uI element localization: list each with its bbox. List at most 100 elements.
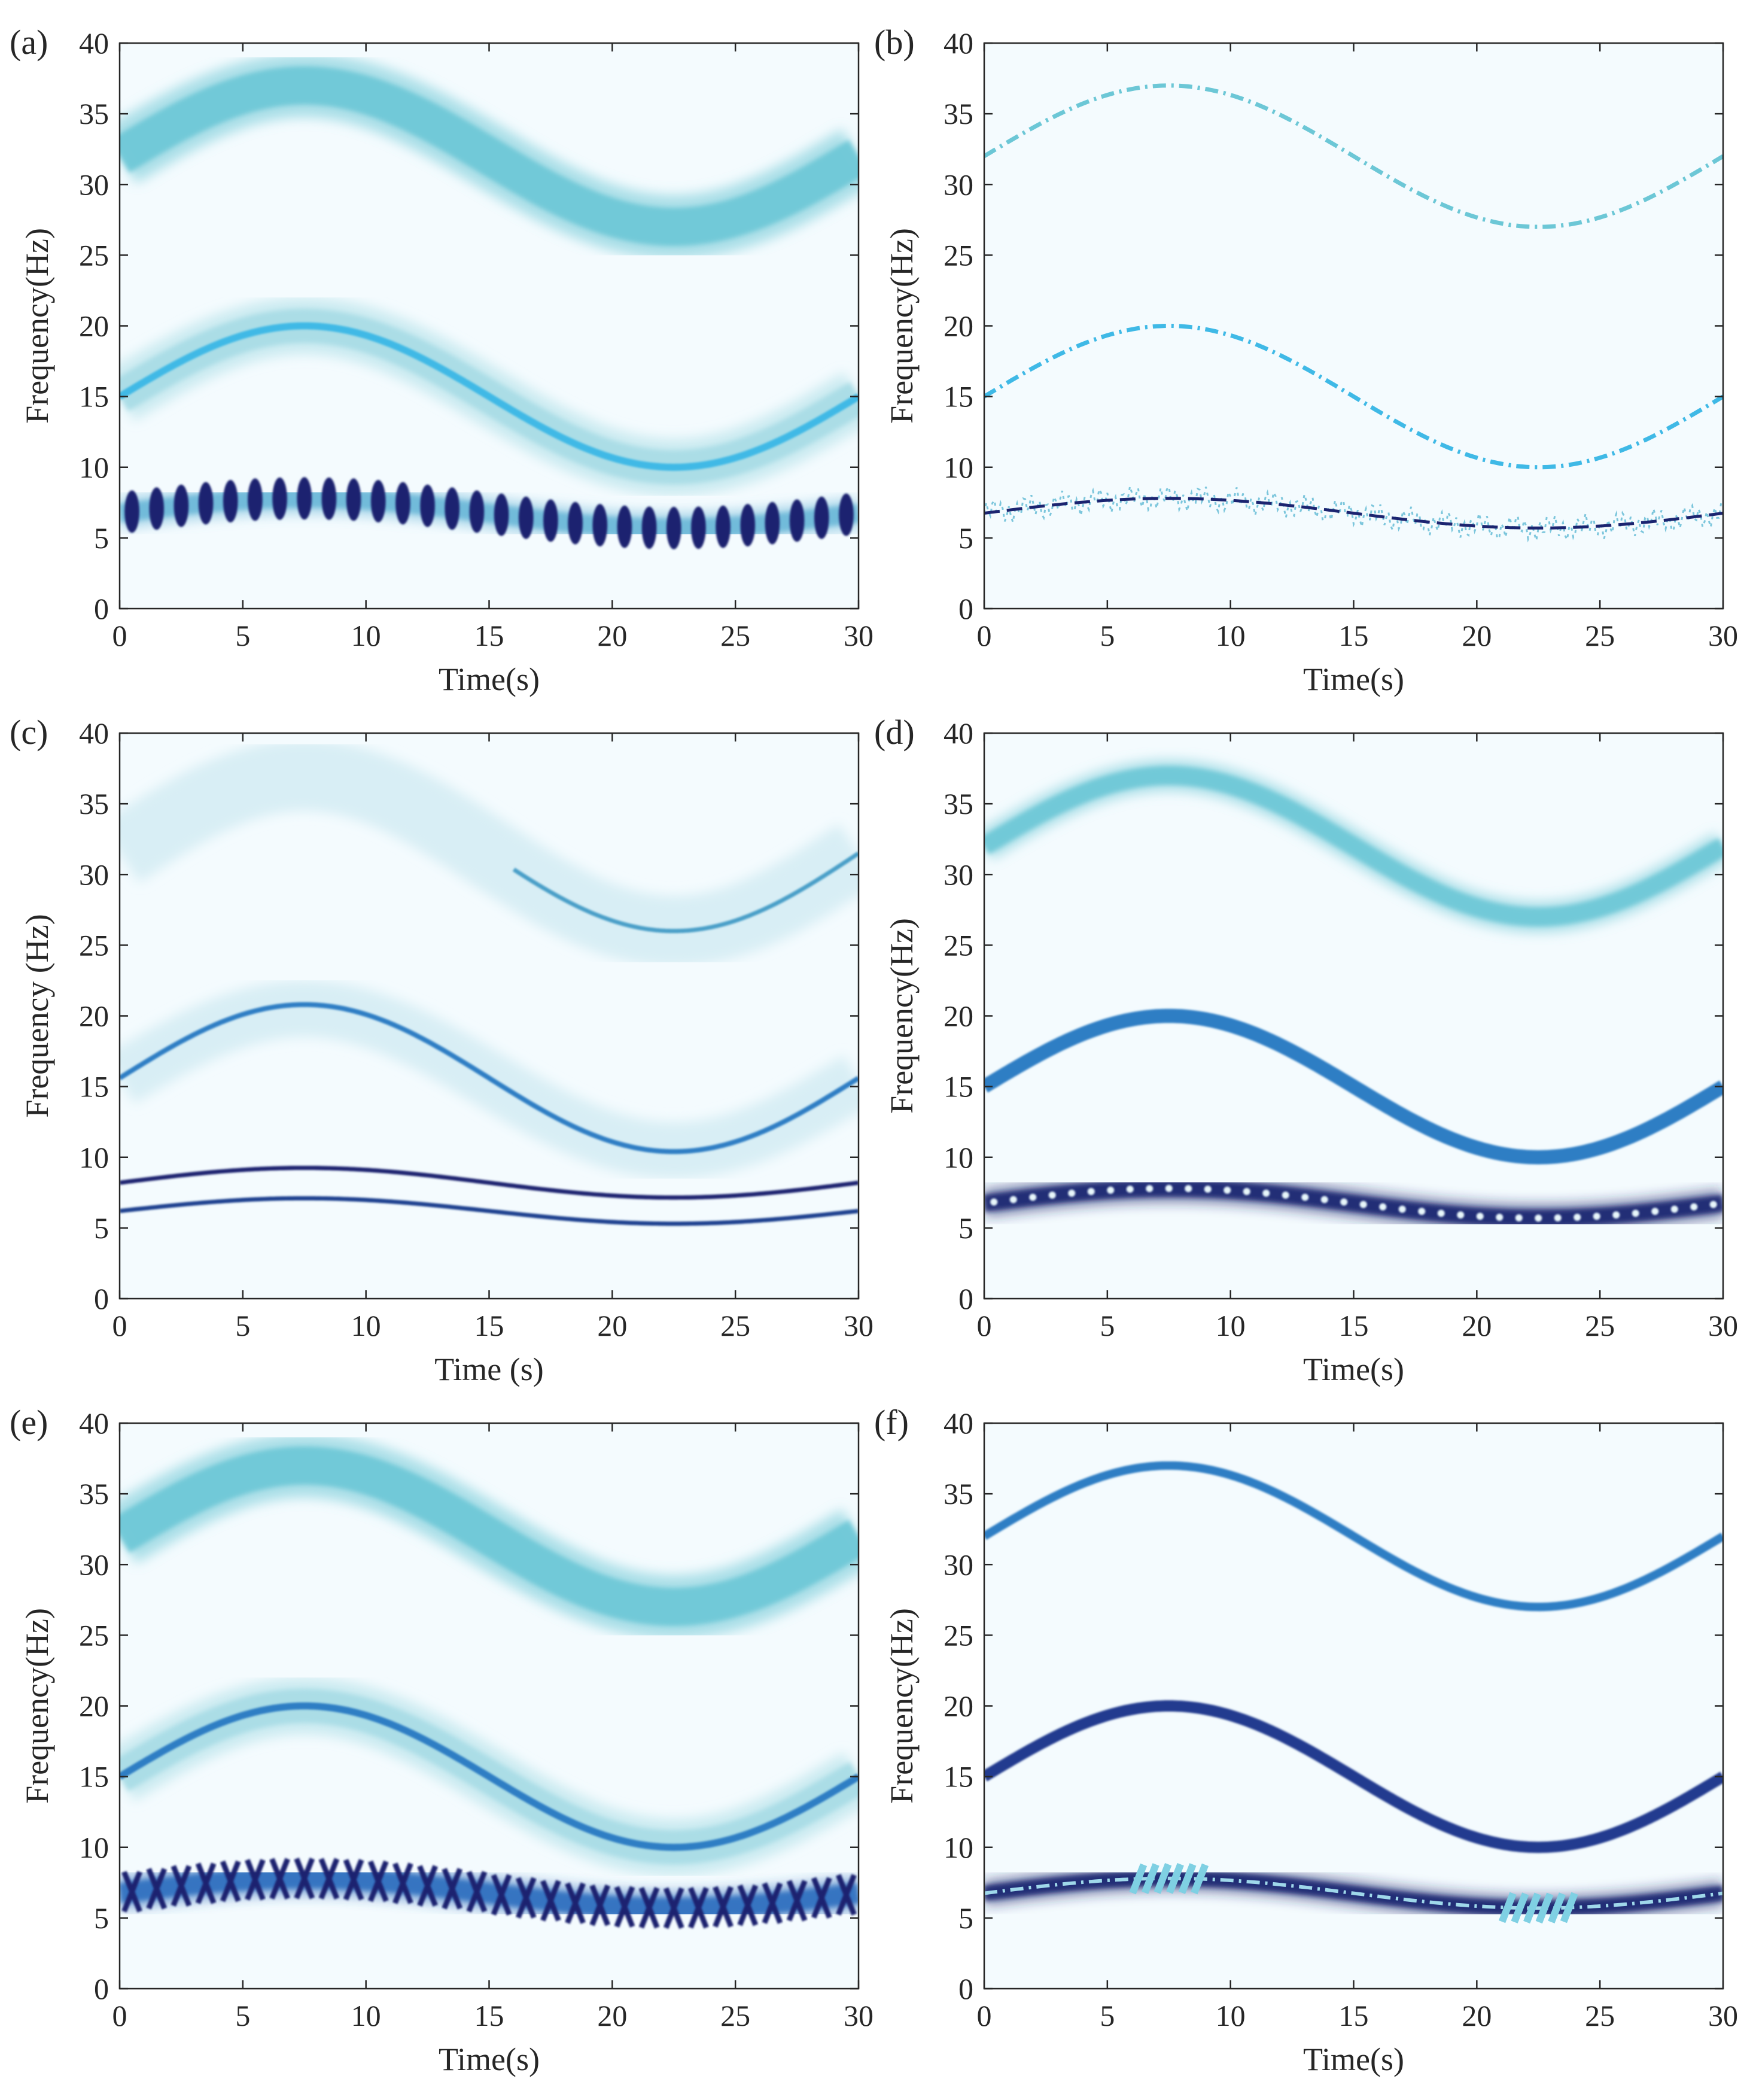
panel-a-xtick-label: 5 (235, 619, 250, 652)
panel-a-component-3-blobs-blob (272, 477, 287, 520)
panel-a-xtick-label: 0 (112, 619, 127, 652)
panel-f-ytick-label: 25 (944, 1618, 973, 1652)
panel-d-component-3-dots (990, 1184, 1717, 1222)
panel-d-component-3-dots-dot (1612, 1211, 1620, 1219)
panel-d-ytick-label: 10 (944, 1141, 973, 1174)
panel-f-ytick-label: 30 (944, 1548, 973, 1581)
panel-f-ytick-label: 35 (944, 1477, 973, 1511)
panel-e-component-3-x-mark (737, 1884, 759, 1926)
panel-b-ytick-label: 15 (944, 380, 973, 414)
panel-b-xtick-label: 5 (1100, 619, 1115, 652)
panel-e-ytick-label: 40 (79, 1406, 109, 1440)
panel-e-xtick-label: 30 (844, 1999, 874, 2032)
panel-e-xtick-label: 20 (597, 1999, 627, 2032)
panel-d-component-3-dots-dot (1593, 1212, 1600, 1220)
panel-d-component-3-dots-dot (1029, 1193, 1037, 1201)
panel-e-component-3-x-mark (343, 1859, 364, 1901)
panel-e-ytick-label: 20 (79, 1689, 109, 1723)
panel-e-component-3-x-mark (220, 1860, 241, 1903)
panel-a-component-2-ridge (120, 322, 859, 471)
panel-a-plot-area (120, 53, 859, 549)
panel-d-ytick-label: 25 (944, 928, 973, 962)
panel-b-ytick-label: 40 (944, 26, 973, 60)
panel-a-xtick-label: 10 (351, 619, 381, 652)
panel-d-component-3-dots-dot (1185, 1185, 1192, 1193)
panel-d-ytick-label: 15 (944, 1070, 973, 1104)
panel-e-component-3-x-mark (294, 1857, 315, 1900)
panel-d-component-3-dots-dot (1262, 1189, 1270, 1197)
panel-d-component-3-dots-dot (1165, 1184, 1173, 1192)
panel-a-component-3-blobs-blob (592, 504, 608, 547)
panel-f: 0 5 10 15 20 25 30 0 5 10 15 20 25 30 35 40 Time(s) Frequ… (874, 1403, 1738, 2077)
panel-a-component-3-blobs-blob (149, 487, 165, 530)
panel-a-ytick-label: 0 (94, 592, 109, 625)
panel-a-component-1 (120, 66, 859, 246)
panel-d-component-3-dots-dot (1476, 1212, 1484, 1220)
panel-c-xtick-label: 25 (720, 1309, 750, 1342)
panel-c: 0 5 10 15 20 25 30 0 5 10 15 20 25 30 35 40 Time (s) Freq… (10, 713, 874, 1387)
panel-d-ytick-label: 20 (944, 999, 973, 1033)
panel-e-component-3 (120, 1868, 859, 1919)
panel-d-xtick-label: 5 (1100, 1309, 1115, 1342)
panel-e-component-3-x-mark (713, 1886, 734, 1928)
panel-f-component-1 (984, 1461, 1723, 1612)
panel-d-component-3-dots-dot (1243, 1187, 1250, 1195)
panel-e-xtick-label: 5 (235, 1999, 250, 2032)
panel-e-ytick-label: 30 (79, 1548, 109, 1581)
panel-d-component-3-dots-dot (1146, 1185, 1154, 1193)
panel-a-component-3-blobs-blob (395, 482, 410, 525)
panel-d-component-3-dots-dot (1301, 1193, 1309, 1201)
panel-a-component-3-blobs-blob (568, 502, 583, 545)
panel-b-component-3-scatter (984, 484, 1723, 543)
panel-d-component-3-dots-dot (1709, 1201, 1717, 1208)
panel-f-xtick-label: 0 (977, 1999, 992, 2032)
panel-a-component-3-blobs-blob (321, 477, 337, 520)
panel-e-xtick-label: 0 (112, 1999, 127, 2032)
panel-d-component-3-dots-dot (1496, 1213, 1504, 1221)
panel-b-component-1 (984, 83, 1723, 229)
panel-d-xtick-label: 25 (1585, 1309, 1615, 1342)
panel-f-hatch-right-stripe (1511, 1892, 1529, 1923)
panel-c-ridge-middle (120, 1002, 859, 1154)
panel-c-plot-area (120, 740, 859, 1226)
panel-b-ylabel: Frequency(Hz) (884, 228, 920, 424)
panel-b-component-3 (984, 497, 1723, 530)
panel-e-plot-area (120, 1433, 859, 1929)
panel-a-component-3-blobs-blob (666, 506, 681, 549)
panel-c-xtick-label: 30 (844, 1309, 874, 1342)
panel-e-component-3-x-mark (515, 1877, 537, 1919)
panel-f-ylabel: Frequency(Hz) (884, 1608, 920, 1804)
panel-e-xtick-label: 15 (474, 1999, 504, 2032)
panel-e-ylabel: Frequency(Hz) (19, 1608, 55, 1804)
panel-e-ytick-label: 5 (94, 1901, 109, 1935)
panel-a-component-3 (120, 489, 859, 537)
panel-a-ytick-label: 20 (79, 309, 109, 343)
panel-d-component-3-dots-dot (990, 1198, 998, 1206)
panel-d: 0 5 10 15 20 25 30 0 5 10 15 20 25 30 35 40 Time(s) Frequ… (874, 713, 1738, 1387)
panel-d-ytick-label: 0 (958, 1282, 973, 1315)
panel-f-hatch-right (1498, 1892, 1578, 1924)
panel-b-xtick-label: 25 (1585, 619, 1615, 652)
panel-e-component-3-x-mark (367, 1860, 389, 1903)
panel-e-component-3-x-mark (195, 1862, 217, 1904)
panel-f-xtick-label: 10 (1216, 1999, 1246, 2032)
panel-f-ytick-label: 15 (944, 1760, 973, 1794)
panel-d-component-3-dots-dot (1554, 1214, 1562, 1221)
panel-c-xtick-label: 10 (351, 1309, 381, 1342)
panel-e-component-3-x-mark (614, 1886, 635, 1928)
panel-e-component-3-x-mark (786, 1880, 808, 1922)
panel-d-component-3-dots-dot (1224, 1186, 1231, 1194)
panel-e-component-3-x-mark (392, 1862, 413, 1904)
panel-c-xlabel: Time (s) (434, 1351, 544, 1387)
panel-d-component-3-dots-dot (1574, 1213, 1581, 1221)
panel-a-ytick-label: 40 (79, 26, 109, 60)
panel-f-hatch-right-stripe (1498, 1892, 1517, 1923)
panel-a: 0 5 10 15 20 25 30 0 5 10 15 20 25 30 35 40 Time(s) Frequ… (10, 23, 874, 697)
panel-e-xtick-label: 25 (720, 1999, 750, 2032)
panel-b-xtick-label: 20 (1462, 619, 1492, 652)
panel-a-component-3-blobs-blob (691, 506, 706, 549)
panel-c-ytick-label: 20 (79, 999, 109, 1033)
panel-c-ylabel: Frequency (Hz) (19, 914, 55, 1117)
panel-e-component-3-x-mark (688, 1887, 709, 1929)
panel-a-xtick-label: 15 (474, 619, 504, 652)
